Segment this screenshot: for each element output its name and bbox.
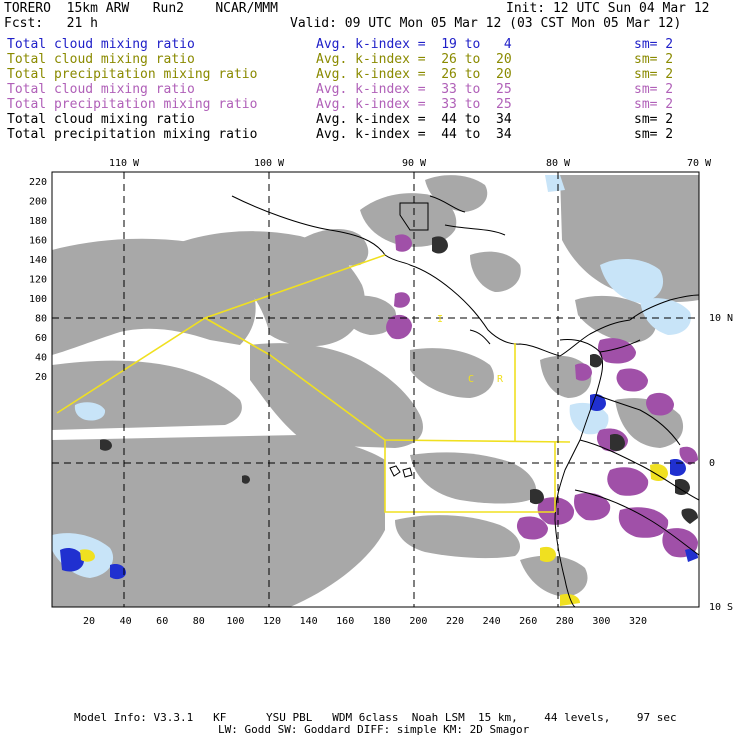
longitude-label: 70 W [687, 158, 712, 169]
x-tick-label: 140 [300, 616, 318, 627]
y-tick-label: 20 [35, 372, 47, 383]
x-tick-label: 120 [263, 616, 281, 627]
legend-kindex: Avg. k-index = 26 to 20 [316, 52, 512, 67]
map-frame [51, 171, 700, 608]
longitude-label: 80 W [546, 158, 571, 169]
legend-smoothing: sm= 2 [634, 127, 674, 142]
y-tick-label: 120 [29, 275, 47, 286]
x-tick-label: 200 [409, 616, 427, 627]
legend-kindex: Avg. k-index = 44 to 34 [316, 127, 512, 142]
x-tick-label: 280 [556, 616, 574, 627]
init-time: Init: 12 UTC Sun 04 Mar 12 [506, 1, 710, 16]
x-tick-label: 20 [83, 616, 95, 627]
y-tick-label: 140 [29, 255, 47, 266]
x-tick-label: 320 [629, 616, 647, 627]
x-tick-label: 40 [120, 616, 132, 627]
footer-model-info: Model Info: V3.3.1 KF YSU PBL WDM 6class… [74, 711, 677, 724]
legend-kindex: Avg. k-index = 33 to 25 [316, 97, 512, 112]
y-tick-label: 220 [29, 177, 47, 188]
y-tick-label: 60 [35, 333, 47, 344]
y-tick-label: 160 [29, 236, 47, 247]
legend-smoothing: sm= 2 [634, 112, 674, 127]
x-tick-label: 80 [193, 616, 205, 627]
legend-kindex: Avg. k-index = 44 to 34 [316, 112, 512, 127]
forecast-hour: Fcst: 21 h [4, 16, 98, 31]
longitude-label: 100 W [254, 158, 285, 169]
latitude-label: 0 [709, 458, 715, 469]
y-tick-label: 200 [29, 197, 47, 208]
cloud-field-dark [100, 236, 698, 524]
x-tick-label: 160 [336, 616, 354, 627]
legend-field-name: Total cloud mixing ratio [7, 82, 195, 97]
coastlines [231, 195, 699, 607]
legend-field-name: Total precipitation mixing ratio [7, 67, 258, 82]
latitude-label: 10 S [709, 602, 733, 613]
x-tick-label: 60 [156, 616, 168, 627]
y-tick-label: 40 [35, 353, 47, 364]
legend-kindex: Avg. k-index = 19 to 4 [316, 37, 512, 52]
region-labels: I C R [437, 314, 504, 385]
x-tick-label: 260 [519, 616, 537, 627]
model-domain-boundaries [56, 254, 571, 513]
valid-time: Valid: 09 UTC Mon 05 Mar 12 (03 CST Mon … [290, 16, 682, 31]
legend-field-name: Total precipitation mixing ratio [7, 127, 258, 142]
region-label: I [437, 314, 443, 325]
legend-field-name: Total cloud mixing ratio [7, 37, 195, 52]
x-tick-label: 240 [483, 616, 501, 627]
y-tick-label: 100 [29, 294, 47, 305]
legend-field-name: Total cloud mixing ratio [7, 112, 195, 127]
legend-smoothing: sm= 2 [634, 97, 674, 112]
footer-physics-info: LW: Godd SW: Goddard DIFF: simple KM: 2D… [218, 723, 530, 736]
x-tick-label: 220 [446, 616, 464, 627]
legend-smoothing: sm= 2 [634, 37, 674, 52]
y-tick-label: 180 [29, 216, 47, 227]
y-tick-label: 80 [35, 314, 47, 325]
cloud-field-gray [52, 175, 699, 607]
x-tick-label: 100 [226, 616, 244, 627]
longitude-label: 90 W [402, 158, 427, 169]
latitude-label: 10 N [709, 313, 733, 324]
legend-smoothing: sm= 2 [634, 67, 674, 82]
legend-field-name: Total precipitation mixing ratio [7, 97, 258, 112]
model-title: TORERO 15km ARW Run2 NCAR/MMM [4, 1, 278, 16]
lat-lon-grid [52, 172, 699, 607]
longitude-label: 110 W [109, 158, 140, 169]
y-axis-labels: 220 200 180 160 140 120 100 80 60 40 20 [29, 177, 47, 383]
latitude-labels: 10 N 0 10 S [709, 313, 733, 613]
legend-field-name: Total cloud mixing ratio [7, 52, 195, 67]
region-label: R [497, 374, 504, 385]
legend-kindex: Avg. k-index = 33 to 25 [316, 82, 512, 97]
x-axis-labels: 20 40 60 80 100 120 140 160 180 200 220 240 260 280 30… [83, 616, 647, 627]
region-label: C [468, 374, 474, 385]
x-tick-label: 300 [592, 616, 610, 627]
legend-smoothing: sm= 2 [634, 52, 674, 67]
legend-kindex: Avg. k-index = 26 to 20 [316, 67, 512, 82]
legend-smoothing: sm= 2 [634, 82, 674, 97]
x-tick-label: 180 [373, 616, 391, 627]
longitude-labels: 110 W 100 W 90 W 80 W 70 W [109, 158, 712, 169]
